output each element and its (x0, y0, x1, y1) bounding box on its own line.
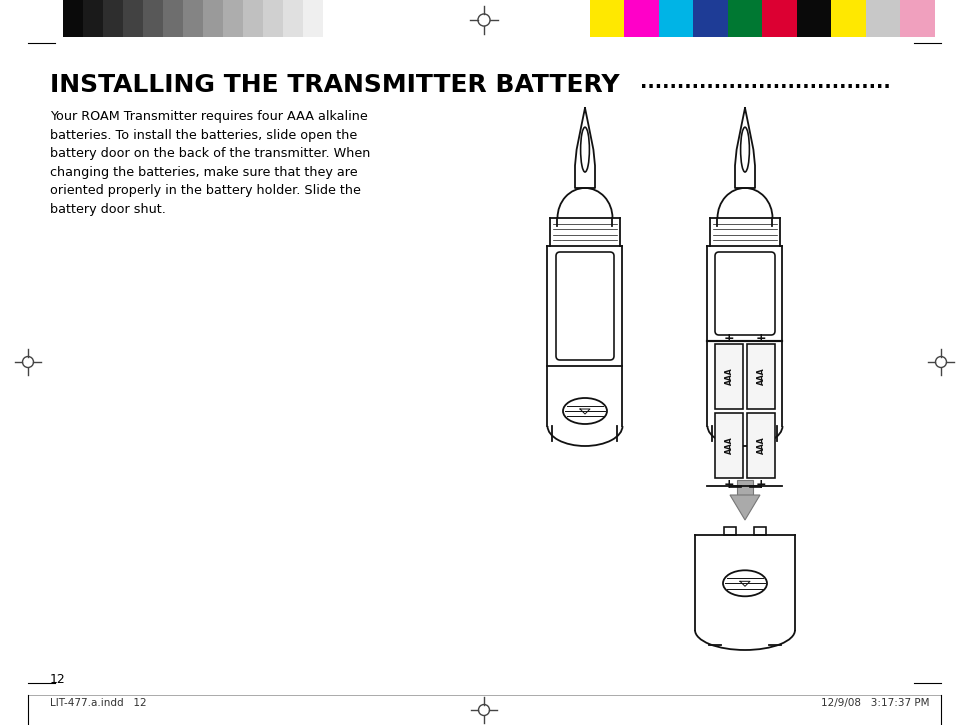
Bar (797, 0, 831, 37)
Polygon shape (730, 495, 760, 520)
Bar (728, 0, 763, 37)
Text: 12: 12 (50, 673, 66, 686)
Text: INSTALLING THE TRANSMITTER BATTERY: INSTALLING THE TRANSMITTER BATTERY (50, 73, 619, 97)
Text: LIT-477.a.indd   12: LIT-477.a.indd 12 (50, 698, 146, 708)
Bar (63, 0, 83, 37)
Text: AAA: AAA (725, 368, 734, 385)
Bar (83, 0, 103, 37)
Bar (223, 0, 243, 37)
Bar (724, 527, 736, 535)
Bar (103, 0, 123, 37)
Bar (866, 0, 900, 37)
Text: AAA: AAA (757, 368, 766, 385)
Text: 12/9/08   3:17:37 PM: 12/9/08 3:17:37 PM (822, 698, 930, 708)
Bar (263, 0, 283, 37)
Bar (163, 0, 183, 37)
Bar (283, 0, 303, 37)
Bar (737, 480, 753, 495)
Text: ..................................: .................................. (640, 73, 891, 92)
Bar (900, 0, 935, 37)
Bar (763, 0, 797, 37)
Bar (747, 344, 775, 409)
Bar (715, 344, 743, 409)
Bar (624, 0, 659, 37)
Text: +: + (756, 331, 766, 344)
Bar (694, 0, 728, 37)
Bar (831, 0, 866, 37)
Bar (715, 413, 743, 478)
Text: Your ROAM Transmitter requires four AAA alkaline
batteries. To install the batte: Your ROAM Transmitter requires four AAA … (50, 110, 370, 215)
Bar (303, 0, 323, 37)
Text: AAA: AAA (757, 436, 766, 455)
Bar (590, 0, 624, 37)
Text: +: + (756, 478, 766, 491)
Text: +: + (724, 331, 735, 344)
Bar (243, 0, 263, 37)
Text: AAA: AAA (725, 436, 734, 455)
Bar (754, 527, 766, 535)
Bar (659, 0, 694, 37)
Bar (143, 0, 163, 37)
Bar (323, 0, 343, 37)
Bar (123, 0, 143, 37)
Text: +: + (724, 478, 735, 491)
Bar (203, 0, 223, 37)
Bar (183, 0, 203, 37)
Bar (747, 413, 775, 478)
